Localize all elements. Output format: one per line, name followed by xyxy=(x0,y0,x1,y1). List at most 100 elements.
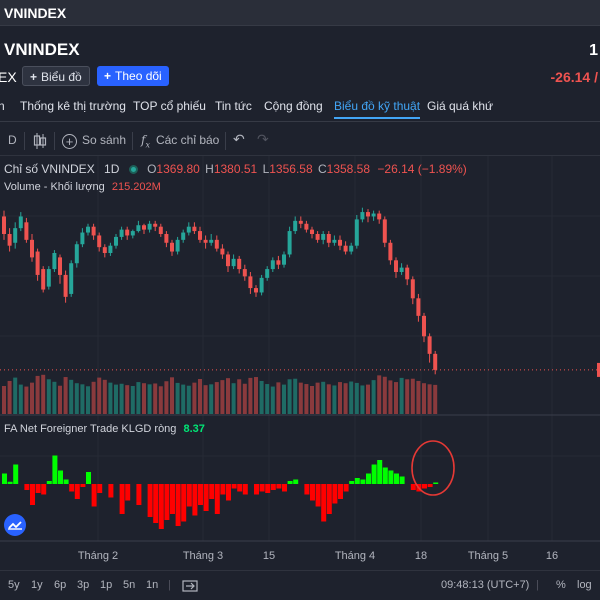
candle-body xyxy=(282,254,286,265)
time-axis-label: Tháng 4 xyxy=(335,550,375,562)
tab-top-stocks[interactable]: TOP cổ phiếu xyxy=(133,99,206,113)
net-trade-bar xyxy=(293,479,299,484)
candle-body xyxy=(276,260,281,265)
compare-label: So sánh xyxy=(82,133,127,147)
net-trade-bar xyxy=(220,484,226,495)
goto-date-icon[interactable] xyxy=(182,579,198,593)
candle-body xyxy=(405,267,410,280)
tab-technical-chart[interactable]: Biểu đồ kỹ thuật xyxy=(334,99,421,119)
range-6p[interactable]: 6p xyxy=(54,579,67,591)
candle-body xyxy=(259,277,264,293)
range-5y[interactable]: 5y xyxy=(8,579,20,591)
range-1n[interactable]: 1n xyxy=(146,579,159,591)
net-trade-bar xyxy=(270,484,276,490)
volume-bar xyxy=(321,381,326,414)
volume-bar xyxy=(265,384,270,414)
tab-community[interactable]: Cộng đồng xyxy=(264,99,323,113)
volume-bar xyxy=(315,382,320,414)
volume-bar xyxy=(349,381,354,414)
volume-bar xyxy=(35,375,40,414)
section-tabs: n Thống kê thị trường TOP cổ phiếu Tin t… xyxy=(0,94,600,122)
volume-bar xyxy=(153,383,158,414)
volume-bar xyxy=(102,379,107,414)
tab-market-stats[interactable]: Thống kê thị trường xyxy=(20,99,126,113)
candle-body xyxy=(416,298,421,316)
compare-button[interactable]: + So sánh xyxy=(62,133,126,149)
undo-icon[interactable]: ↶ xyxy=(233,131,245,147)
candle-body xyxy=(86,226,90,233)
volume-bar xyxy=(7,380,12,414)
candle-body xyxy=(304,223,309,230)
candle-body xyxy=(153,223,158,227)
volume-bar xyxy=(91,381,96,414)
indicators-button[interactable]: fx Các chỉ báo xyxy=(141,133,219,149)
candle-body xyxy=(349,245,354,252)
candle-body xyxy=(74,244,79,264)
net-trade-bar xyxy=(254,484,259,495)
volume-bar xyxy=(416,380,421,414)
net-trade-bar xyxy=(147,484,153,517)
range-3p[interactable]: 3p xyxy=(77,579,90,591)
candle-body xyxy=(46,269,51,287)
candle-body xyxy=(254,288,258,293)
indicators-label: Các chỉ báo xyxy=(155,133,220,147)
net-trade-bar xyxy=(91,484,97,507)
volume-bar xyxy=(86,386,90,414)
candle-body xyxy=(147,223,152,230)
net-trade-bar xyxy=(343,484,349,492)
log-scale-button[interactable]: log xyxy=(577,579,592,591)
volume-bar xyxy=(282,384,286,414)
volume-bar xyxy=(2,386,6,414)
net-trade-bar xyxy=(282,484,287,492)
volume-bar xyxy=(226,378,230,414)
close-label: C xyxy=(317,162,327,176)
follow-label: Theo dõi xyxy=(115,69,162,83)
volume-bar xyxy=(433,384,438,414)
volume-bar xyxy=(293,378,298,414)
net-trade-bar xyxy=(181,484,187,522)
volume-bar xyxy=(97,377,102,414)
time-axis-label: Tháng 3 xyxy=(183,550,223,562)
range-1p[interactable]: 1p xyxy=(100,579,113,591)
index-price: 1 xyxy=(589,42,598,59)
net-trade-bar xyxy=(366,473,371,484)
net-trade-bar xyxy=(13,464,19,484)
price-chart[interactable]: Tháng 2 Tháng 3 15 Tháng 4 18 Tháng 5 16 xyxy=(0,156,600,570)
tab-overview-partial[interactable]: n xyxy=(0,99,5,113)
candle-body xyxy=(371,213,376,217)
annotation-circle xyxy=(411,440,455,496)
net-trade-bar xyxy=(433,482,439,484)
percent-scale-button[interactable]: % xyxy=(556,579,566,591)
range-5n[interactable]: 5n xyxy=(123,579,136,591)
cloud-chart-icon xyxy=(8,521,22,530)
tab-news[interactable]: Tin tức xyxy=(215,99,252,113)
candle-body xyxy=(422,315,426,337)
net-trade-bar xyxy=(382,467,388,484)
volume-bar xyxy=(192,382,197,414)
candle-body xyxy=(80,232,85,245)
net-trade-bar xyxy=(276,484,282,489)
last-price-marker xyxy=(597,362,600,377)
net-trade-bar xyxy=(259,484,265,492)
add-chart-button[interactable]: + Biểu đồ xyxy=(22,66,90,86)
range-1y[interactable]: 1y xyxy=(31,579,43,591)
volume-bar xyxy=(371,380,376,414)
candle-body xyxy=(315,234,320,240)
volume-bar xyxy=(24,386,29,414)
net-trade-bar xyxy=(170,484,175,514)
net-trade-bar xyxy=(399,476,405,484)
candles-icon[interactable] xyxy=(33,132,47,150)
candle-body xyxy=(7,234,12,246)
redo-icon[interactable]: ↷ xyxy=(257,131,269,147)
net-trade-bar xyxy=(354,478,360,484)
candle-body xyxy=(343,245,348,252)
tab-price-history[interactable]: Giá quá khứ xyxy=(427,99,494,113)
net-trade-bar xyxy=(332,484,338,504)
follow-button[interactable]: + Theo dõi xyxy=(97,66,169,86)
candle-body xyxy=(332,239,337,243)
candle-body xyxy=(226,254,230,267)
interval-button[interactable]: D xyxy=(8,133,17,147)
logo-badge[interactable] xyxy=(4,514,26,536)
volume-bar xyxy=(382,376,387,414)
volume-bar xyxy=(360,385,365,414)
